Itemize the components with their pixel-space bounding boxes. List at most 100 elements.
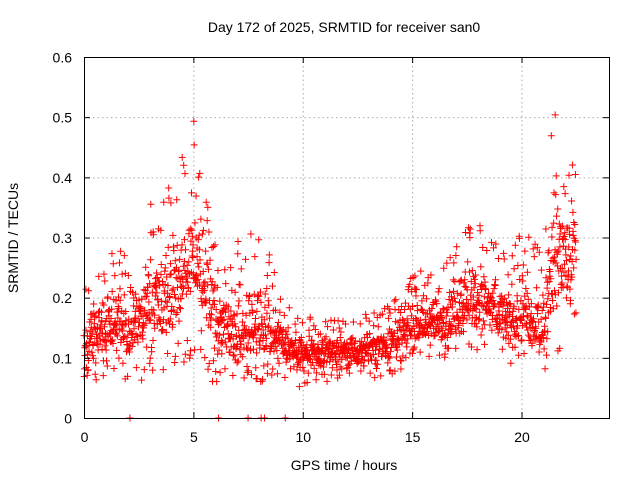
data-point <box>149 366 157 374</box>
data-point <box>255 292 263 300</box>
data-point <box>394 336 402 344</box>
data-point <box>502 317 510 325</box>
data-point <box>566 285 574 293</box>
data-point <box>466 234 474 242</box>
data-point <box>199 226 207 234</box>
data-point <box>174 284 182 292</box>
data-point <box>82 326 90 334</box>
data-point <box>535 348 543 356</box>
data-point <box>336 334 344 342</box>
data-point <box>212 333 220 341</box>
data-point <box>433 328 441 336</box>
data-point <box>408 332 416 340</box>
data-point <box>115 259 123 267</box>
data-point <box>250 330 258 338</box>
data-point <box>514 332 522 340</box>
data-point <box>189 253 197 261</box>
data-point <box>176 255 184 263</box>
data-point <box>571 170 579 178</box>
data-point <box>433 300 441 308</box>
data-point <box>268 282 276 290</box>
data-point <box>505 291 513 299</box>
data-point <box>465 268 473 276</box>
data-point <box>480 293 488 301</box>
data-point <box>89 342 97 350</box>
data-point <box>265 259 273 267</box>
y-axis-label: SRMTID / TECUs <box>5 183 21 293</box>
data-point <box>185 258 193 266</box>
x-tick-label: 5 <box>190 429 198 445</box>
data-point <box>260 316 268 324</box>
data-point <box>418 297 426 305</box>
data-point <box>475 291 483 299</box>
data-point <box>554 289 562 297</box>
data-point <box>532 324 540 332</box>
data-point <box>234 357 242 365</box>
data-point <box>526 313 534 321</box>
data-point <box>140 366 148 374</box>
data-point <box>167 260 175 268</box>
data-point <box>570 310 578 318</box>
data-point <box>85 338 93 346</box>
data-point <box>427 271 435 279</box>
data-point <box>572 238 580 246</box>
data-point <box>523 312 531 320</box>
data-point <box>196 169 204 177</box>
data-point <box>234 250 242 258</box>
data-point <box>165 194 173 202</box>
data-point <box>251 253 259 261</box>
data-point <box>511 241 519 249</box>
data-point <box>362 314 370 322</box>
data-point <box>230 352 238 360</box>
data-point <box>234 302 242 310</box>
data-point <box>195 246 203 254</box>
data-point <box>322 318 330 326</box>
data-point <box>323 358 331 366</box>
data-point <box>421 315 429 323</box>
data-point <box>291 320 299 328</box>
data-point <box>562 251 570 259</box>
data-point <box>207 316 215 324</box>
data-point <box>567 296 575 304</box>
data-point <box>488 326 496 334</box>
data-point <box>149 231 157 239</box>
data-point <box>303 379 311 387</box>
data-point <box>159 366 167 374</box>
data-point <box>239 353 247 361</box>
data-point <box>182 290 190 298</box>
data-point <box>113 346 121 354</box>
data-point <box>443 334 451 342</box>
y-tick-label: 0.2 <box>53 290 73 306</box>
data-point <box>457 290 465 298</box>
data-point <box>92 312 100 320</box>
data-point <box>265 322 273 330</box>
data-point <box>165 294 173 302</box>
data-point <box>542 314 550 322</box>
data-point <box>550 219 558 227</box>
chart-title: Day 172 of 2025, SRMTID for receiver san… <box>208 19 481 35</box>
data-point <box>464 300 472 308</box>
data-point <box>221 266 229 274</box>
data-point <box>471 275 479 283</box>
data-point <box>244 367 252 375</box>
data-point <box>473 346 481 354</box>
data-point <box>513 297 521 305</box>
data-point <box>271 306 279 314</box>
data-point <box>151 311 159 319</box>
data-point <box>504 331 512 339</box>
data-point <box>324 323 332 331</box>
data-point <box>117 325 125 333</box>
data-point <box>416 316 424 324</box>
data-point <box>234 237 242 245</box>
data-point <box>551 111 559 119</box>
data-point <box>553 302 561 310</box>
data-point <box>169 285 177 293</box>
data-point <box>188 232 196 240</box>
data-point <box>190 141 198 149</box>
axis-ticks <box>84 57 609 419</box>
data-point <box>480 340 488 348</box>
data-point <box>224 320 232 328</box>
data-point <box>197 215 205 223</box>
data-point <box>519 261 527 269</box>
data-point <box>545 247 553 255</box>
